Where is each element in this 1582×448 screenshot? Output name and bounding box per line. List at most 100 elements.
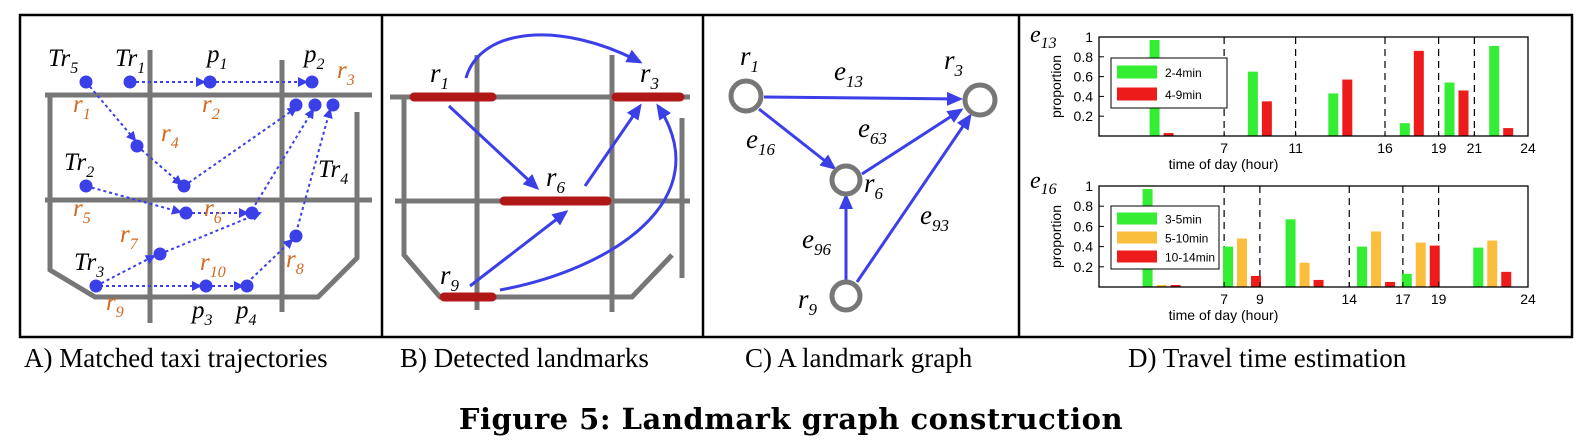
bar [1503, 128, 1514, 136]
bar [1285, 219, 1296, 287]
legend-swatch [1117, 250, 1157, 263]
x-axis-label: time of day (hour) [1169, 307, 1279, 323]
road-label: r7 [120, 221, 139, 253]
chart-title-base: e [1030, 168, 1041, 194]
x-tick-label: 19 [1431, 140, 1447, 156]
bar [1473, 247, 1484, 287]
road-label: r1 [73, 91, 91, 123]
bar [1371, 231, 1382, 287]
point-label: p4 [234, 297, 257, 329]
bar [1223, 246, 1233, 287]
y-tick-label: 1 [1085, 178, 1093, 194]
trajectory-label: Tr5 [48, 45, 78, 77]
trajectory-label: Tr3 [74, 249, 104, 281]
bar [1401, 273, 1412, 287]
bar [1458, 90, 1469, 136]
bar [1444, 82, 1455, 136]
bar [1413, 50, 1424, 136]
y-tick-label: 0.2 [1074, 108, 1094, 124]
panel-a-caption: A) Matched taxi trajectories [24, 343, 328, 373]
figure-caption: Figure 5: Landmark graph construction [458, 402, 1124, 436]
legend-swatch [1117, 231, 1157, 244]
road-label: r5 [73, 195, 91, 227]
x-axis-label: time of day (hour) [1169, 156, 1279, 172]
bar [1328, 93, 1339, 136]
node-label: r1 [740, 41, 759, 76]
panel-a-trajectories [85, 77, 333, 291]
road-label: r2 [202, 91, 220, 123]
y-tick-label: 0.2 [1074, 259, 1094, 275]
bar [1237, 238, 1247, 287]
legend-label: 5-10min [1165, 232, 1208, 246]
y-tick-label: 0.4 [1074, 88, 1094, 104]
trajectory-label: Tr4 [318, 156, 348, 188]
figure-canvas: Tr5 Tr1 Tr2 Tr3 Tr4 p1 p2 p3 p4 r1 r2 r3… [18, 13, 1574, 339]
road-label: r9 [106, 289, 124, 321]
chart-title-sub: 16 [1041, 181, 1057, 198]
x-tick-label: 24 [1520, 140, 1536, 156]
x-tick-label: 9 [1256, 291, 1264, 307]
bar [1313, 279, 1324, 287]
road-label: r6 [204, 195, 222, 227]
bar [1251, 275, 1261, 287]
plot-frame [1098, 36, 1529, 137]
panel-a-road-network [45, 50, 372, 323]
landmark-label: r3 [640, 58, 659, 93]
chart-title: e13 [1030, 22, 1057, 52]
bar [1385, 281, 1396, 287]
y-axis-label: proportion [1048, 55, 1064, 118]
graph-node [728, 78, 764, 114]
node-label: r6 [864, 168, 884, 203]
legend-label: 4-9min [1165, 88, 1202, 102]
x-tick-label: 11 [1288, 140, 1303, 156]
bar [1299, 262, 1310, 287]
x-tick-label: 17 [1395, 291, 1411, 307]
graph-node [962, 82, 998, 118]
chart-title-base: e [1030, 22, 1041, 48]
legend-swatch [1117, 212, 1157, 225]
panel-c-nodes [728, 78, 998, 313]
graph-node [829, 279, 863, 313]
x-tick-label: 14 [1341, 291, 1357, 307]
edge-label: e96 [802, 224, 831, 259]
x-tick-label: 19 [1431, 291, 1447, 307]
bar [1342, 79, 1353, 136]
y-tick-label: 0.6 [1074, 218, 1094, 234]
y-tick-label: 0.8 [1074, 198, 1094, 214]
node-label: r3 [944, 45, 963, 80]
landmark-label: r9 [440, 260, 460, 295]
bar [1487, 240, 1498, 287]
landmark-label: r1 [430, 58, 449, 93]
legend-swatch [1117, 65, 1157, 79]
point-label: p1 [205, 41, 228, 73]
legend-label: 10-14min [1165, 251, 1215, 265]
panel-c-edges [758, 91, 972, 283]
trajectory-label: Tr2 [64, 149, 94, 181]
bar [1357, 246, 1368, 287]
x-tick-label: 7 [1220, 291, 1228, 307]
bar [1429, 245, 1440, 287]
landmark-label: r6 [546, 162, 566, 197]
legend-label: 2-4min [1165, 66, 1202, 80]
panel-b-landmark-segments [409, 92, 685, 302]
bar [1399, 123, 1410, 136]
edge-label: e13 [834, 56, 863, 91]
bar [1415, 242, 1426, 287]
bar [1156, 284, 1167, 287]
road-label: r8 [286, 246, 304, 278]
y-tick-label: 0.4 [1074, 239, 1094, 255]
bar [1163, 133, 1174, 136]
road-label: r10 [200, 249, 226, 281]
panel-a-gps-points [79, 75, 340, 293]
panel-b-caption: B) Detected landmarks [400, 343, 649, 373]
chart-title: e16 [1030, 168, 1057, 198]
node-label: r9 [798, 284, 818, 319]
bar [1489, 45, 1500, 136]
plot-frame [1098, 185, 1529, 288]
y-tick-label: 0.6 [1074, 69, 1094, 85]
panel-c-caption: C) A landmark graph [745, 343, 973, 373]
edge-label: e93 [920, 200, 949, 235]
panel-d-caption: D) Travel time estimation [1128, 343, 1407, 373]
chart-e13: 0.2 0.4 0.6 0.8 1 7 11 16 19 21 24 time of day (hou… [1030, 22, 1536, 172]
